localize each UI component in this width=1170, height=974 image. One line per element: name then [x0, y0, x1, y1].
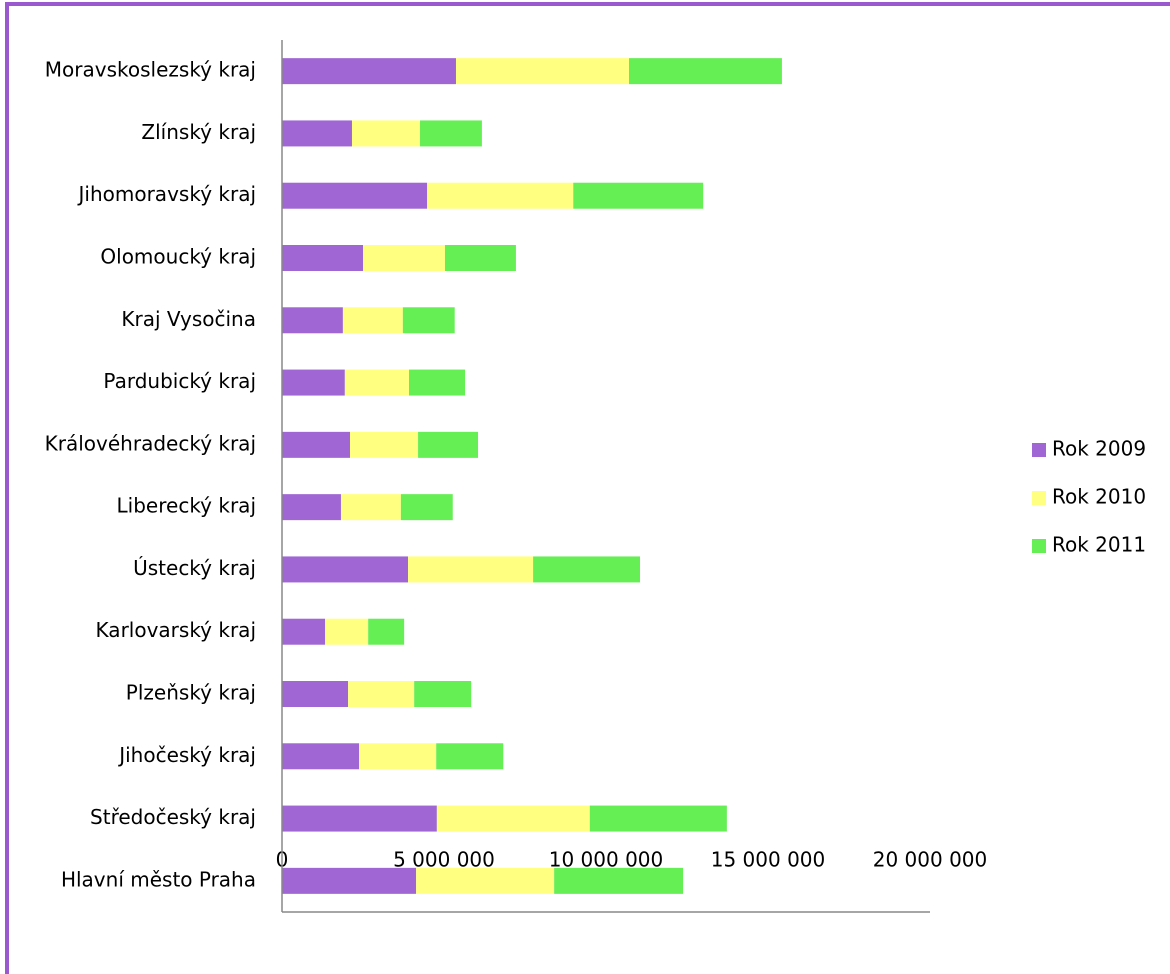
bar-segment: [427, 182, 574, 209]
y-tick-label: Ústecký kraj: [133, 556, 256, 580]
bar-segment: [368, 618, 405, 645]
bar-segment: [282, 494, 341, 521]
bar-segment: [455, 58, 630, 85]
legend-label: Rok 2011: [1052, 533, 1146, 557]
y-tick-label: Královéhradecký kraj: [45, 431, 256, 455]
bar-segment: [589, 805, 727, 832]
bar-segment: [350, 431, 419, 458]
legend-swatch: [1032, 443, 1046, 457]
bar-segment: [554, 867, 684, 894]
y-tick-label: Středočeský kraj: [90, 805, 256, 829]
bar-segment: [533, 556, 641, 583]
bar-segment: [420, 120, 482, 147]
bar-segment: [282, 618, 326, 645]
bar-segment: [282, 245, 363, 271]
bar-segment: [436, 743, 504, 770]
y-tick-label: Plzeňský kraj: [126, 681, 256, 705]
bar-segment: [282, 867, 417, 894]
bar-segment: [629, 58, 782, 85]
bar-segment: [436, 805, 590, 832]
frame: [5, 2, 1170, 974]
bar-segment: [282, 369, 345, 396]
y-tick-label: Zlínský kraj: [141, 120, 256, 144]
x-tick-label: 10 000 000: [549, 848, 664, 872]
y-tick-label: Kraj Vysočina: [121, 307, 256, 331]
x-tick-label: 15 000 000: [711, 848, 826, 872]
y-tick-label: Liberecký kraj: [117, 494, 256, 518]
bar-segment: [282, 182, 428, 209]
bar-segment: [340, 494, 401, 521]
bar-segment: [344, 369, 410, 396]
y-tick-label: Jihomoravský kraj: [77, 182, 257, 206]
bar-segment: [282, 58, 456, 85]
y-tick-label: Moravskoslezský kraj: [45, 58, 256, 82]
bar-segment: [282, 743, 360, 770]
bar-segment: [402, 307, 455, 334]
bar-segment: [359, 743, 437, 770]
bar-segment: [282, 681, 349, 707]
bar-segment: [282, 431, 351, 458]
bar-segment: [573, 182, 704, 209]
bar-segment: [414, 681, 472, 707]
legend-swatch: [1032, 539, 1046, 553]
bar-segment: [416, 867, 555, 894]
bar-segment: [282, 805, 437, 832]
y-tick-label: Jihočeský kraj: [117, 743, 256, 767]
bar-segment: [282, 556, 409, 583]
y-tick-label: Karlovarský kraj: [96, 618, 256, 642]
bar-segment: [351, 120, 421, 147]
legend-label: Rok 2009: [1052, 437, 1146, 461]
bar-segment: [282, 120, 352, 147]
legend-swatch: [1032, 491, 1046, 505]
bar-segment: [342, 307, 403, 334]
bar-segment: [363, 245, 445, 271]
bar-segment: [282, 307, 343, 334]
bar-segment: [409, 369, 466, 396]
bar-segment: [444, 245, 516, 271]
y-tick-label: Hlavní město Praha: [61, 867, 256, 891]
bar-segment: [400, 494, 453, 521]
bar-segment: [348, 681, 415, 707]
bar-segment: [325, 618, 369, 645]
y-tick-label: Olomoucký kraj: [100, 245, 256, 269]
x-tick-label: 5 000 000: [393, 848, 495, 872]
y-tick-label: Pardubický kraj: [103, 369, 256, 393]
x-tick-label: 20 000 000: [873, 848, 988, 872]
legend-label: Rok 2010: [1052, 485, 1146, 509]
bar-segment: [408, 556, 534, 583]
bar-segment: [418, 431, 479, 458]
